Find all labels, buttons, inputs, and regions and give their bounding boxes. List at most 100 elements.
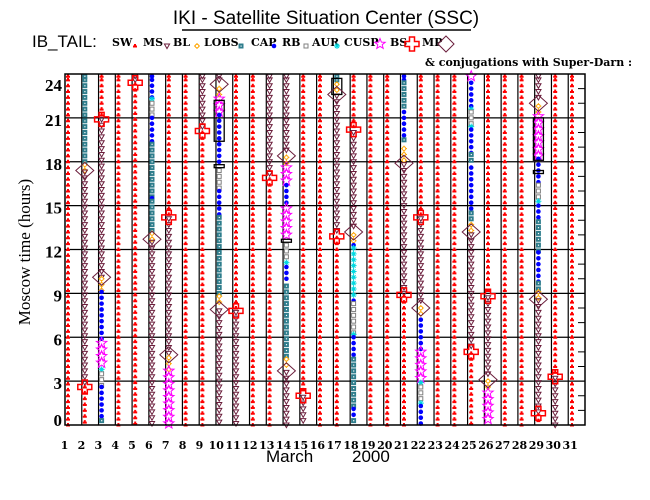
marker-sw	[301, 200, 306, 205]
marker-ms	[165, 292, 173, 299]
marker-sw	[519, 142, 524, 146]
marker-sw	[301, 112, 306, 117]
marker-lobs-dot	[218, 222, 220, 224]
marker-sw	[469, 351, 474, 355]
marker-sw	[435, 218, 440, 222]
segment-sw	[66, 74, 70, 427]
marker-sw	[486, 183, 490, 187]
marker-sw	[183, 300, 188, 304]
marker-sw	[234, 206, 238, 211]
marker-ms	[266, 153, 274, 160]
marker-sw	[250, 417, 255, 421]
marker-sw	[66, 352, 70, 357]
segment-lobs	[351, 356, 357, 409]
marker-sw	[519, 270, 524, 275]
marker-sw	[435, 300, 440, 304]
marker-cap	[149, 115, 155, 121]
marker-sw	[469, 392, 474, 396]
marker-sw	[502, 183, 507, 187]
marker-sw	[502, 74, 507, 78]
marker-sw	[570, 346, 574, 351]
marker-sw	[519, 218, 524, 222]
marker-sw	[66, 224, 70, 228]
marker-sw	[66, 130, 70, 134]
marker-sw	[200, 270, 205, 275]
marker-sw	[183, 101, 188, 105]
marker-sw	[519, 288, 524, 292]
marker-ms	[165, 304, 173, 311]
marker-cap	[468, 177, 474, 182]
marker-sw	[116, 311, 121, 316]
marker-sw	[267, 393, 272, 398]
marker-sw	[133, 298, 138, 303]
marker-cap	[351, 352, 356, 358]
marker-ms	[81, 192, 89, 200]
marker-sw	[519, 107, 524, 111]
marker-lobs-dot	[285, 285, 288, 287]
marker-ms	[81, 374, 89, 381]
magnetopause-crossing	[461, 223, 481, 241]
marker-sw	[368, 118, 373, 123]
marker-ms	[215, 419, 223, 426]
marker-sw	[318, 358, 322, 363]
marker-sw	[502, 387, 507, 392]
x-axis-year: 2000	[352, 447, 390, 466]
marker-sw	[502, 165, 507, 170]
marker-sw	[267, 387, 272, 392]
marker-sw	[519, 165, 524, 170]
marker-sw	[368, 95, 373, 99]
marker-cap	[216, 188, 222, 194]
marker-ms	[215, 402, 223, 409]
x-tick-label: 15	[293, 439, 308, 452]
marker-sw	[133, 210, 138, 215]
marker-sw	[385, 183, 390, 187]
x-tick-label: 12	[242, 439, 257, 452]
marker-sw	[183, 387, 188, 392]
marker-cap	[536, 267, 541, 273]
marker-sw	[368, 311, 373, 316]
marker-sw	[116, 101, 121, 105]
marker-aur	[417, 400, 424, 407]
marker-ms	[148, 263, 156, 270]
marker-cap	[216, 136, 222, 141]
marker-sw	[234, 89, 238, 94]
day-column-10	[209, 73, 229, 426]
marker-ms	[215, 337, 223, 344]
marker-cap	[536, 209, 541, 214]
marker-sw	[116, 229, 121, 234]
marker-sw	[250, 346, 255, 351]
marker-sw	[318, 206, 322, 211]
marker-sw	[502, 118, 507, 123]
marker-sw	[267, 376, 272, 380]
marker-sw	[133, 175, 138, 180]
marker-ms	[333, 128, 341, 135]
marker-sw	[250, 142, 255, 146]
marker-sw	[334, 294, 339, 298]
day-column-8	[183, 74, 188, 427]
marker-ms	[400, 197, 408, 204]
marker-sw	[116, 282, 121, 287]
legend-label: CAP	[251, 36, 277, 49]
marker-sw	[183, 89, 188, 94]
marker-sw	[402, 364, 406, 368]
marker-sw	[553, 229, 558, 234]
marker-sw	[250, 112, 255, 117]
segment-cap	[284, 182, 289, 205]
marker-sw	[133, 234, 138, 238]
marker-sw	[519, 276, 524, 281]
marker-ms	[215, 77, 223, 84]
marker-sw	[66, 300, 70, 304]
marker-ms	[400, 232, 408, 239]
marker-sw	[250, 165, 255, 170]
marker-sw	[250, 399, 255, 404]
x-tick-label: 19	[360, 439, 375, 452]
marker-sw	[66, 153, 70, 158]
marker-sw	[502, 370, 507, 374]
marker-sw	[553, 142, 558, 146]
marker-rb	[351, 318, 357, 324]
marker-sw	[469, 380, 474, 385]
marker-sw	[502, 323, 507, 328]
x-tick-label: 18	[343, 439, 359, 452]
x-axis-month: March	[266, 447, 313, 466]
marker-sw	[402, 317, 406, 322]
